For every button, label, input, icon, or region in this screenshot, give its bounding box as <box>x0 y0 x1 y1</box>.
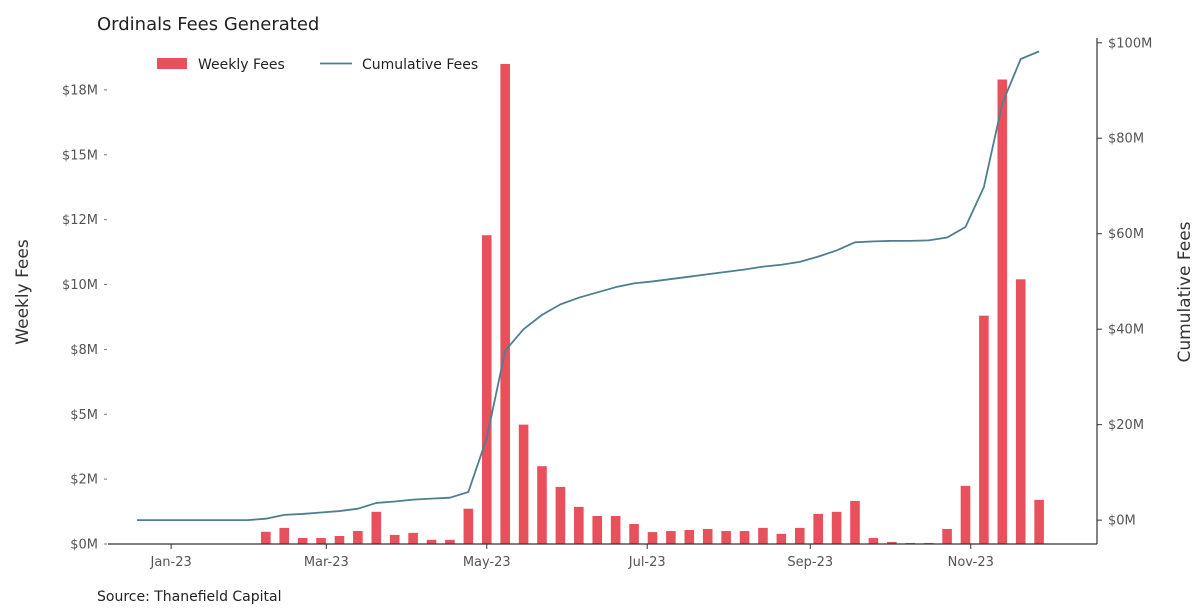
bar-weekly-fees-2023-06-19 <box>610 515 621 544</box>
bar-weekly-fees-2023-06-26 <box>629 524 639 544</box>
x-tick-label: Jan-23 <box>149 555 191 570</box>
cumulative-fees-line <box>136 50 1040 522</box>
right-axis-title: Cumulative Fees <box>1175 221 1195 362</box>
left-tick-label: $5M <box>70 408 98 423</box>
bar-weekly-fees-2023-09-11 <box>831 511 842 544</box>
x-tick-label: Nov-23 <box>948 555 994 570</box>
legend-swatch-weekly-fees <box>157 58 187 69</box>
bar-weekly-fees-2023-06-05 <box>574 506 584 544</box>
bar-weekly-fees-2023-04-03 <box>408 532 418 544</box>
bar-weekly-fees-2023-07-10 <box>666 531 676 544</box>
bar-weekly-fees-2023-11-06 <box>979 315 989 544</box>
bar-weekly-fees-2023-11-27 <box>1034 499 1044 544</box>
right-tick-label: $80M <box>1108 132 1144 147</box>
x-tick-label: Jul-23 <box>628 555 666 570</box>
right-tick-label: $100M <box>1108 36 1152 51</box>
bar-weekly-fees-2023-04-10 <box>426 539 437 544</box>
axes: $0M $2M $5M $8M $10M $12M $15M $18M $0M $20M $40M $… <box>62 36 1152 570</box>
bar-weekly-fees-2023-09-18 <box>850 500 860 544</box>
bar-weekly-fees-2023-03-06 <box>334 535 345 544</box>
bar-weekly-fees-2023-04-24 <box>463 508 474 544</box>
bar-weekly-fees-2023-02-27 <box>316 538 326 544</box>
x-tick-label: Mar-23 <box>304 555 349 570</box>
left-tick-label: $12M <box>62 213 98 228</box>
bar-weekly-fees-2023-08-14 <box>758 527 768 544</box>
left-tick-label: $0M <box>70 538 98 553</box>
bar-weekly-fees-2023-07-24 <box>702 528 713 544</box>
bar-weekly-fees-2023-11-20 <box>1015 279 1026 544</box>
legend-label-weekly-fees: Weekly Fees <box>198 57 285 73</box>
right-tick-label: $0M <box>1108 514 1136 529</box>
bar-weekly-fees-2023-08-28 <box>794 527 805 544</box>
bar-weekly-fees-2023-10-02 <box>887 541 897 544</box>
left-axis-title: Weekly Fees <box>13 239 33 345</box>
legend: Weekly Fees Cumulative Fees <box>157 57 478 73</box>
bar-weekly-fees-2023-05-15 <box>518 424 529 544</box>
bar-weekly-fees-2023-05-08 <box>500 63 510 544</box>
bar-weekly-fees-2023-03-20 <box>371 511 382 544</box>
legend-label-cumulative-fees: Cumulative Fees <box>362 57 478 73</box>
bar-weekly-fees-2023-05-01 <box>481 235 492 544</box>
bar-weekly-fees-2023-05-29 <box>555 486 566 544</box>
bar-weekly-fees-2023-03-27 <box>389 534 400 544</box>
bar-weekly-fees-2023-08-21 <box>776 533 787 544</box>
bar-weekly-fees-2023-05-22 <box>537 466 547 544</box>
right-tick-label: $60M <box>1108 227 1144 242</box>
bar-weekly-fees-2023-06-12 <box>592 515 603 544</box>
bar-weekly-fees-2023-10-23 <box>942 528 952 544</box>
bar-weekly-fees-2023-11-13 <box>997 79 1008 545</box>
chart-title: Ordinals Fees Generated <box>97 14 320 35</box>
left-tick-label: $8M <box>70 343 98 358</box>
bar-weekly-fees-2023-07-03 <box>647 532 658 544</box>
bar-weekly-fees-2023-09-04 <box>813 513 823 544</box>
x-tick-label: Sep-23 <box>787 555 833 570</box>
right-tick-label: $20M <box>1108 418 1144 433</box>
bar-weekly-fees-2023-10-30 <box>960 485 971 544</box>
x-tick-label: May-23 <box>463 555 511 570</box>
left-tick-label: $2M <box>70 473 98 488</box>
bar-weekly-fees-2023-07-31 <box>721 531 731 544</box>
bar-weekly-fees-2023-02-13 <box>279 527 290 544</box>
right-tick-label: $40M <box>1108 323 1144 338</box>
bar-weekly-fees-2023-03-13 <box>353 531 363 544</box>
bar-weekly-fees-2023-04-17 <box>445 539 455 544</box>
cumulative-fees-line-layer <box>136 50 1040 522</box>
source-note: Source: Thanefield Capital <box>97 589 282 605</box>
bar-weekly-fees-2023-07-17 <box>684 529 695 544</box>
bar-weekly-fees-2023-08-07 <box>739 531 750 544</box>
bar-weekly-fees-2023-02-06 <box>261 531 271 544</box>
weekly-fees-bars <box>261 63 1044 545</box>
left-tick-label: $18M <box>62 83 98 98</box>
left-tick-label: $15M <box>62 148 98 163</box>
bar-weekly-fees-2023-09-25 <box>868 538 879 544</box>
bar-weekly-fees-2023-02-20 <box>297 538 308 544</box>
left-tick-label: $10M <box>62 278 98 293</box>
